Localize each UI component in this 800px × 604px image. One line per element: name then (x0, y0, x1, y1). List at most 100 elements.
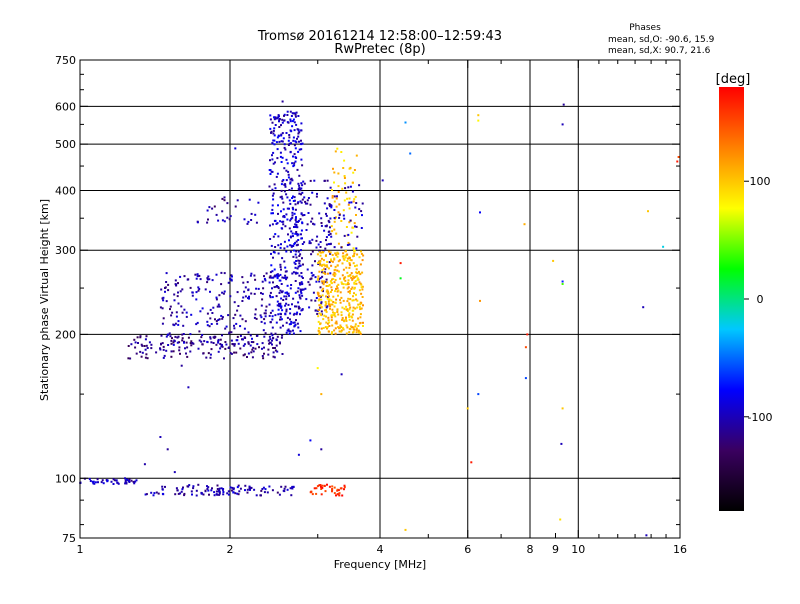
echo-point (283, 487, 286, 490)
echo-point (136, 336, 139, 339)
echo-point (115, 479, 118, 482)
echo-point (320, 217, 323, 220)
echo-point (271, 194, 274, 197)
echo-point (350, 259, 353, 262)
echo-point (298, 148, 301, 151)
echo-point (195, 277, 198, 280)
echo-point (348, 201, 351, 204)
echo-point (276, 222, 279, 225)
echo-point (308, 242, 311, 245)
echo-point (291, 162, 294, 165)
echo-point (353, 222, 356, 225)
echo-point (246, 281, 249, 284)
echo-point (289, 120, 292, 123)
echo-point (223, 220, 226, 223)
echo-point (283, 247, 286, 250)
echo-point (284, 266, 287, 269)
echo-point (348, 315, 351, 318)
echo-point (177, 335, 180, 338)
echo-point (301, 308, 304, 311)
echo-point (323, 179, 326, 182)
echo-point (359, 303, 362, 306)
echo-point (89, 480, 92, 482)
echo-point (172, 341, 175, 344)
echo-point (357, 270, 360, 273)
echo-point (207, 218, 209, 221)
echo-point (330, 319, 333, 322)
echo-point (300, 272, 303, 274)
echo-point (308, 283, 311, 286)
echo-point (319, 254, 322, 257)
echo-point (243, 327, 246, 330)
echo-point (177, 492, 180, 495)
echo-point (289, 118, 292, 121)
y-tick-label: 75 (62, 532, 76, 545)
echo-point (334, 315, 337, 318)
echo-point (341, 282, 344, 285)
echo-point (300, 139, 302, 142)
echo-point (334, 332, 337, 335)
echo-point (238, 490, 241, 493)
echo-point (276, 172, 279, 175)
echo-point (217, 340, 220, 343)
echo-point (144, 348, 147, 351)
echo-point (282, 137, 285, 140)
echo-point (285, 276, 287, 279)
echo-point (204, 489, 207, 492)
echo-point (209, 336, 212, 339)
echo-point (327, 319, 330, 322)
echo-point (286, 316, 289, 319)
echo-point (289, 110, 292, 113)
echo-point (290, 320, 293, 323)
echo-point (297, 150, 300, 153)
echo-point (260, 316, 263, 319)
echo-point (270, 252, 272, 255)
echo-point (332, 278, 335, 280)
echo-point (271, 121, 274, 124)
echo-point (329, 232, 332, 235)
echo-point (276, 136, 279, 139)
echo-point (328, 221, 331, 224)
echo-point (269, 127, 272, 130)
echo-point (299, 200, 302, 203)
echo-point (645, 534, 648, 537)
echo-point (362, 321, 364, 324)
echo-point (267, 353, 270, 356)
echo-point (279, 302, 282, 305)
echo-point (206, 320, 209, 323)
echo-point (361, 214, 363, 217)
echo-point (353, 286, 356, 289)
echo-point (274, 187, 277, 190)
echo-point (285, 295, 288, 298)
echo-point (286, 207, 289, 210)
echo-point (172, 350, 175, 353)
echo-point (285, 179, 288, 182)
echo-point (291, 206, 294, 209)
echo-point (340, 311, 343, 314)
echo-point (329, 186, 332, 189)
echo-point (335, 197, 338, 200)
echo-point (263, 318, 266, 321)
echo-point (268, 303, 271, 306)
echo-point (301, 191, 304, 194)
echo-point (191, 493, 193, 496)
echo-point (318, 212, 321, 215)
echo-point (295, 233, 298, 235)
echo-point (165, 300, 168, 303)
echo-point (343, 199, 346, 202)
echo-point (340, 220, 343, 222)
echo-point (296, 243, 299, 246)
echo-point (333, 228, 336, 231)
echo-point (218, 490, 221, 493)
echo-point (312, 291, 315, 294)
echo-point (197, 289, 200, 292)
echo-point (243, 218, 246, 221)
echo-point (348, 312, 351, 315)
echo-point (317, 299, 320, 302)
echo-point (179, 290, 182, 293)
echo-point (225, 343, 228, 346)
echo-point (272, 235, 275, 238)
echo-point (280, 134, 283, 137)
echo-point (216, 493, 219, 496)
echo-point (299, 290, 302, 293)
